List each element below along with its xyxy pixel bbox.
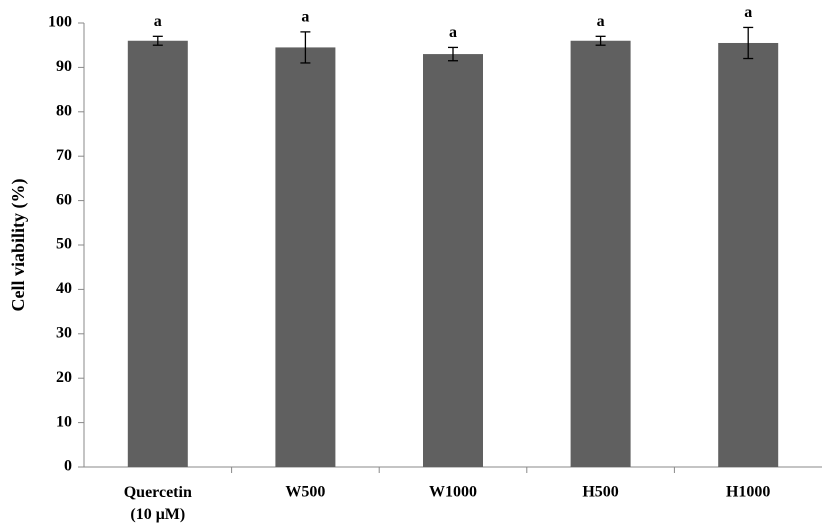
y-tick-label: 20 — [56, 369, 72, 386]
x-tick-label: W500 — [285, 484, 325, 501]
y-tick-label: 70 — [56, 147, 72, 164]
bar — [423, 54, 483, 468]
bar — [127, 40, 188, 467]
y-tick-label: 60 — [56, 191, 72, 208]
error-bar — [595, 35, 606, 46]
error-bar — [448, 46, 458, 62]
y-axis-label: Cell viability (%) — [8, 179, 29, 312]
error-bar — [300, 31, 311, 64]
annotation: a — [744, 4, 752, 21]
annotation: a — [597, 13, 605, 30]
y-tick-label: 0 — [64, 458, 72, 475]
x-tick-label-line: (10 μM) — [130, 506, 185, 523]
x-tick-label: W1000 — [429, 484, 477, 501]
y-tick-label: 100 — [48, 14, 72, 31]
bar — [275, 47, 336, 468]
bar — [718, 42, 779, 467]
y-tick-label: 50 — [56, 236, 72, 253]
y-tick-label: 30 — [56, 324, 72, 341]
annotation: a — [301, 9, 309, 26]
x-tick-label: H500 — [582, 484, 618, 501]
y-tick-label: 40 — [56, 280, 72, 297]
x-tick-label: H1000 — [726, 484, 770, 501]
y-tick-label: 80 — [56, 102, 72, 119]
annotation: a — [154, 13, 162, 30]
y-tick-label: 10 — [56, 413, 72, 430]
x-tick-label: Quercetin (10 μM) — [124, 484, 192, 523]
x-tick-label-line: Quercetin — [124, 484, 192, 501]
bar — [570, 40, 631, 467]
annotation: a — [449, 24, 457, 41]
error-bar — [743, 26, 754, 60]
error-bar — [152, 35, 163, 46]
y-tick-label: 90 — [56, 58, 72, 75]
